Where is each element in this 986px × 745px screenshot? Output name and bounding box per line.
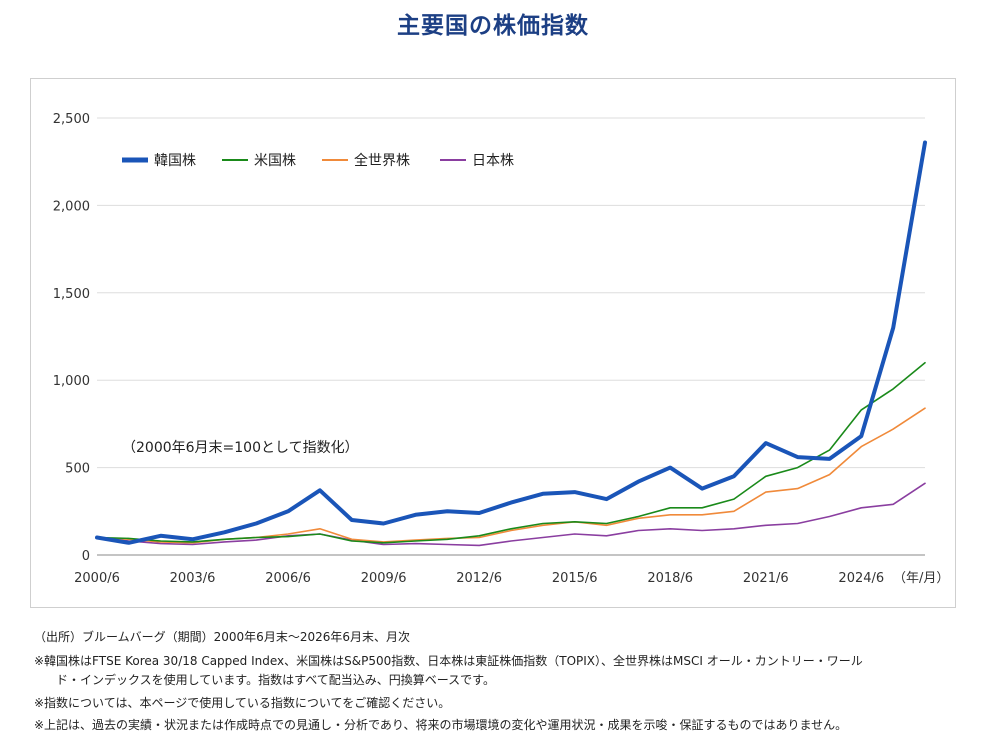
y-tick-label: 1,000 <box>53 374 90 389</box>
chart-title: 主要国の株価指数 <box>397 13 589 39</box>
x-unit-label: （年/月） <box>893 571 949 586</box>
legend-label: 全世界株 <box>354 152 410 169</box>
legend-label: 韓国株 <box>154 153 196 169</box>
y-tick-label: 1,500 <box>53 287 90 302</box>
chart-frame <box>30 78 956 608</box>
y-tick-label: 2,000 <box>53 199 90 214</box>
x-tick-label: 2015/6 <box>552 571 598 586</box>
legend-label: 米国株 <box>254 153 296 169</box>
series-line-4 <box>96 482 926 547</box>
x-tick-label: 2021/6 <box>743 571 789 586</box>
series-line-2 <box>96 361 926 544</box>
y-tick-label: 500 <box>65 462 90 477</box>
x-tick-label: 2006/6 <box>265 571 311 586</box>
y-tick-label: 0 <box>82 549 90 564</box>
x-tick-label: 2000/6 <box>74 571 120 586</box>
x-tick-label: 2009/6 <box>361 571 407 586</box>
line-chart: 0 500 1,000 1,500 2,000 2,500 2000/6 2003/6 2006… <box>53 112 950 586</box>
index-reference-note: ※指数については、本ページで使用している指数についてをご確認ください。 <box>34 696 451 710</box>
source-note: （出所）ブルームバーグ（期間）2000年6月末～2026年6月末、月次 <box>34 630 410 644</box>
series-line-1 <box>95 140 927 545</box>
chart-annotation: （2000年6月末=100として指数化） <box>122 440 359 456</box>
disclaimer-note: ※上記は、過去の実績・状況または作成時点での見通し・分析であり、将来の市場環境の… <box>34 718 848 732</box>
x-tick-label: 2012/6 <box>456 571 502 586</box>
legend-label: 日本株 <box>472 153 514 169</box>
y-tick-label: 2,500 <box>53 112 90 127</box>
x-tick-label: 2018/6 <box>647 571 693 586</box>
x-tick-label: 2024/6 <box>838 571 884 586</box>
index-note-continued: ド・インデックスを使用しています。指数はすべて配当込み、円換算ベースです。 <box>56 673 495 687</box>
x-tick-label: 2003/6 <box>170 571 216 586</box>
index-note: ※韓国株はFTSE Korea 30/18 Capped Index、米国株はS… <box>34 654 863 668</box>
